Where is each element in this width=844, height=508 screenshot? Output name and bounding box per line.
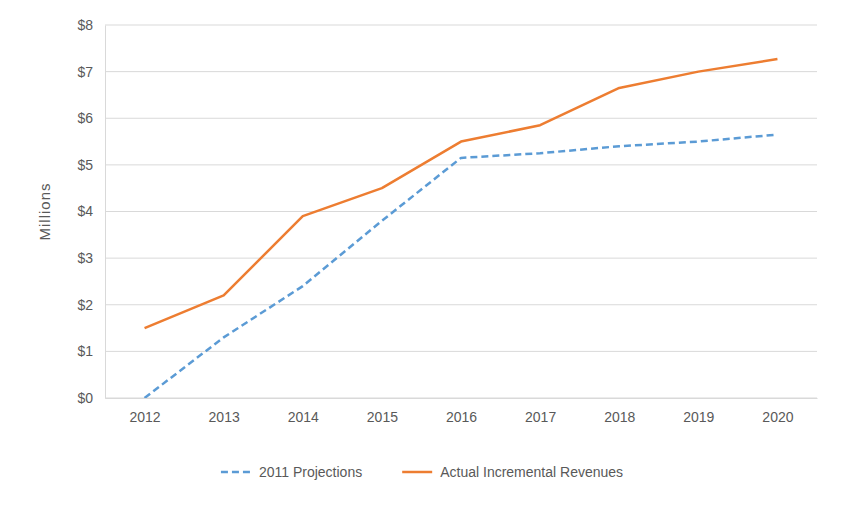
x-tick-label: 2016 <box>446 409 477 425</box>
grid-line <box>105 211 817 212</box>
x-tick: 2018 <box>604 398 635 425</box>
legend-swatch <box>402 471 432 474</box>
y-axis-line <box>105 26 106 399</box>
series-line <box>145 59 778 328</box>
x-tick: 2012 <box>129 398 160 425</box>
x-tick-label: 2012 <box>129 409 160 425</box>
grid-line <box>105 71 817 72</box>
grid-line <box>105 304 817 305</box>
x-tick: 2020 <box>762 398 793 425</box>
grid-line <box>105 25 817 26</box>
y-tick-label: $8 <box>77 17 93 33</box>
grid <box>105 25 817 398</box>
y-tick: $3 <box>77 250 105 266</box>
x-tick: 2014 <box>288 398 319 425</box>
legend-label: 2011 Projections <box>259 464 362 480</box>
x-tick-label: 2017 <box>525 409 556 425</box>
series-line <box>145 135 778 398</box>
grid-line <box>105 118 817 119</box>
y-tick-label: $5 <box>77 157 93 173</box>
y-tick: $0 <box>77 390 105 406</box>
x-tick: 2017 <box>525 398 556 425</box>
y-tick-label: $0 <box>77 390 93 406</box>
grid-line <box>105 398 817 399</box>
y-tick: $6 <box>77 110 105 126</box>
y-tick-label: $4 <box>77 203 93 219</box>
x-tick: 2019 <box>683 398 714 425</box>
lines <box>145 59 778 398</box>
y-tick: $2 <box>77 297 105 313</box>
x-tick-label: 2013 <box>209 409 240 425</box>
grid-line <box>105 351 817 352</box>
y-tick: $4 <box>77 203 105 219</box>
grid-line <box>105 164 817 165</box>
legend-item: Actual Incremental Revenues <box>402 464 623 480</box>
x-tick-label: 2020 <box>762 409 793 425</box>
chart: $0$1$2$3$4$5$6$7$82012201320142015201620… <box>0 0 844 508</box>
x-tick: 2016 <box>446 398 477 425</box>
y-axis-title: Millions <box>36 182 53 240</box>
legend: 2011 Projections Actual Incremental Reven… <box>221 464 623 480</box>
y-tick-label: $2 <box>77 297 93 313</box>
y-tick-label: $3 <box>77 250 93 266</box>
x-axis: 2012 2013 2014 2015 2016 2017 2018 2019 2020 <box>106 398 818 425</box>
legend-label: Actual Incremental Revenues <box>440 464 623 480</box>
y-tick: $5 <box>77 157 105 173</box>
x-tick-label: 2015 <box>367 409 398 425</box>
y-tick: $8 <box>77 17 105 33</box>
x-tick: 2015 <box>367 398 398 425</box>
y-tick: $7 <box>77 64 105 80</box>
y-tick-label: $1 <box>77 343 93 359</box>
x-axis-line <box>106 398 818 399</box>
x-tick-label: 2014 <box>288 409 319 425</box>
y-axis: $0 $1 $2 $3 $4 $5 $6 $7 $8 <box>77 17 105 406</box>
x-tick-label: 2019 <box>683 409 714 425</box>
y-tick-label: $7 <box>77 64 93 80</box>
y-tick-label: $6 <box>77 110 93 126</box>
legend-item: 2011 Projections <box>221 464 362 480</box>
y-tick: $1 <box>77 343 105 359</box>
x-tick-label: 2018 <box>604 409 635 425</box>
legend-swatch <box>221 471 251 474</box>
grid-line <box>105 258 817 259</box>
x-tick: 2013 <box>209 398 240 425</box>
